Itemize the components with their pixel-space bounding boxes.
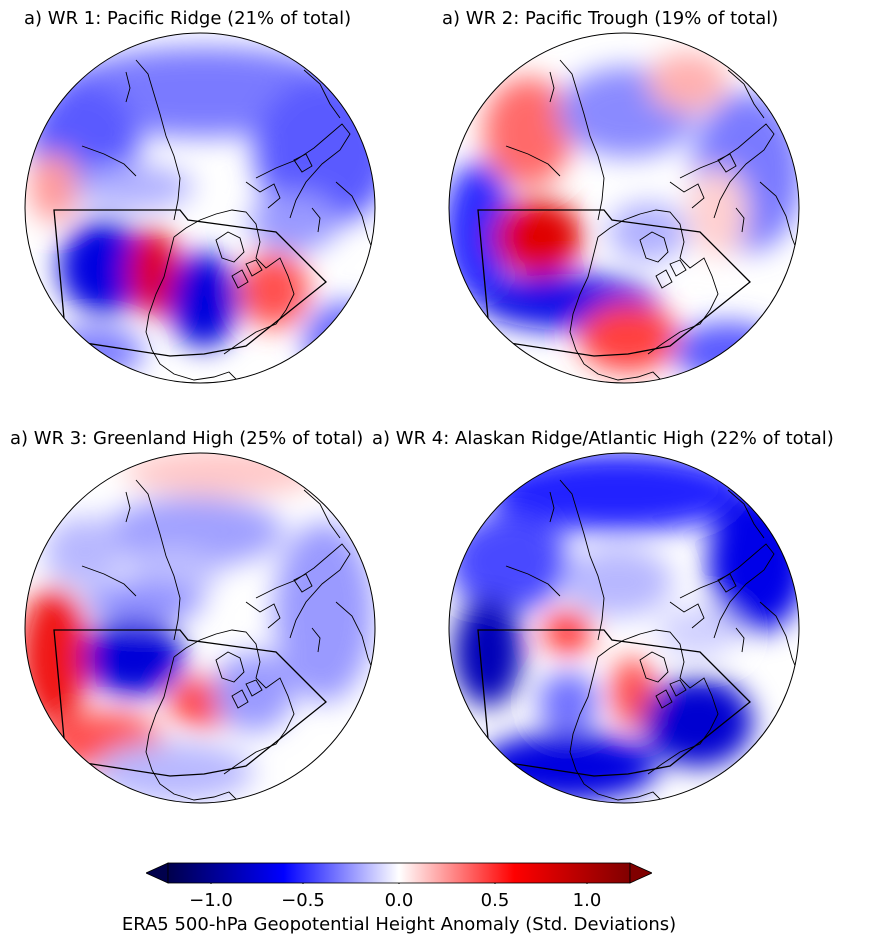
colorbar <box>146 862 652 884</box>
panel-4-map <box>448 452 800 804</box>
panel-3-title: a) WR 3: Greenland High (25% of total) <box>10 428 364 449</box>
colorbar-tick: 0.5 <box>480 890 510 911</box>
colorbar-label: ERA5 500-hPa Geopotential Height Anomaly… <box>121 914 677 935</box>
panel-1-map <box>24 32 376 384</box>
colorbar-tick: 1.0 <box>572 890 602 911</box>
panel-2-title: a) WR 2: Pacific Trough (19% of total) <box>442 8 779 29</box>
panel-3-map <box>24 452 376 804</box>
panel-2-map <box>448 32 800 384</box>
panel-4-title: a) WR 4: Alaskan Ridge/Atlantic High (22… <box>372 428 834 449</box>
colorbar-tick: 0.0 <box>384 890 414 911</box>
panel-1-title: a) WR 1: Pacific Ridge (21% of total) <box>24 8 352 29</box>
colorbar-tick: −0.5 <box>281 890 325 911</box>
colorbar-tick: −1.0 <box>189 890 233 911</box>
